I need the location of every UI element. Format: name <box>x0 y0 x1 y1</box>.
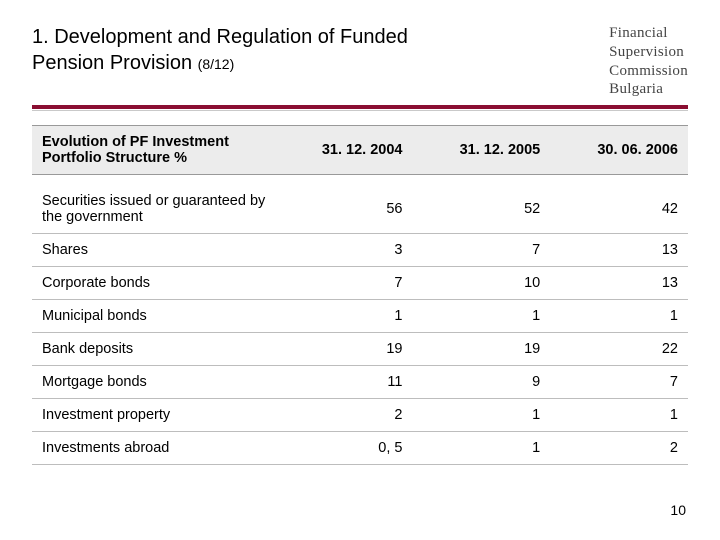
col-header: 31. 12. 2004 <box>281 126 412 175</box>
cell: 1 <box>281 300 412 333</box>
header: 1. Development and Regulation of Funded … <box>32 24 688 99</box>
org-name: Financial Supervision Commission Bulgari… <box>609 24 688 99</box>
cell: Bank deposits <box>32 333 281 366</box>
cell: Shares <box>32 234 281 267</box>
col-header: 30. 06. 2006 <box>550 126 688 175</box>
cell: 9 <box>412 366 550 399</box>
cell: 1 <box>550 399 688 432</box>
col-header: Evolution of PF Investment Portfolio Str… <box>32 126 281 175</box>
table-body: Securities issued or guaranteed by the g… <box>32 175 688 465</box>
slide-title: 1. Development and Regulation of Funded … <box>32 24 472 76</box>
org-line: Bulgaria <box>609 80 688 99</box>
cell: Corporate bonds <box>32 267 281 300</box>
rule-accent <box>32 105 688 109</box>
table-row: Corporate bonds 7 10 13 <box>32 267 688 300</box>
cell: 13 <box>550 267 688 300</box>
cell: 1 <box>412 300 550 333</box>
cell: 7 <box>550 366 688 399</box>
cell: 3 <box>281 234 412 267</box>
table-header-row: Evolution of PF Investment Portfolio Str… <box>32 126 688 175</box>
table-row: Shares 3 7 13 <box>32 234 688 267</box>
cell: Investment property <box>32 399 281 432</box>
cell: 56 <box>281 175 412 234</box>
table-row: Investments abroad 0, 5 1 2 <box>32 432 688 465</box>
cell: 1 <box>412 399 550 432</box>
cell: 7 <box>412 234 550 267</box>
table-row: Investment property 2 1 1 <box>32 399 688 432</box>
table-row: Bank deposits 19 19 22 <box>32 333 688 366</box>
data-table: Evolution of PF Investment Portfolio Str… <box>32 125 688 465</box>
cell: 19 <box>281 333 412 366</box>
rule-light <box>32 110 688 111</box>
cell: 1 <box>412 432 550 465</box>
cell: 2 <box>550 432 688 465</box>
divider <box>32 105 688 111</box>
cell: 13 <box>550 234 688 267</box>
cell: 22 <box>550 333 688 366</box>
page-number: 10 <box>670 502 686 518</box>
cell: 52 <box>412 175 550 234</box>
cell: 11 <box>281 366 412 399</box>
cell: 10 <box>412 267 550 300</box>
cell: Investments abroad <box>32 432 281 465</box>
org-line: Commission <box>609 62 688 81</box>
org-line: Financial <box>609 24 688 43</box>
table-row: Municipal bonds 1 1 1 <box>32 300 688 333</box>
title-counter: (8/12) <box>198 56 235 72</box>
cell: Municipal bonds <box>32 300 281 333</box>
cell: Mortgage bonds <box>32 366 281 399</box>
cell: 2 <box>281 399 412 432</box>
cell: 19 <box>412 333 550 366</box>
cell: Securities issued or guaranteed by the g… <box>32 175 281 234</box>
slide: 1. Development and Regulation of Funded … <box>0 0 720 540</box>
org-line: Supervision <box>609 43 688 62</box>
table-row: Securities issued or guaranteed by the g… <box>32 175 688 234</box>
col-header: 31. 12. 2005 <box>412 126 550 175</box>
cell: 7 <box>281 267 412 300</box>
cell: 0, 5 <box>281 432 412 465</box>
table-row: Mortgage bonds 11 9 7 <box>32 366 688 399</box>
cell: 1 <box>550 300 688 333</box>
cell: 42 <box>550 175 688 234</box>
